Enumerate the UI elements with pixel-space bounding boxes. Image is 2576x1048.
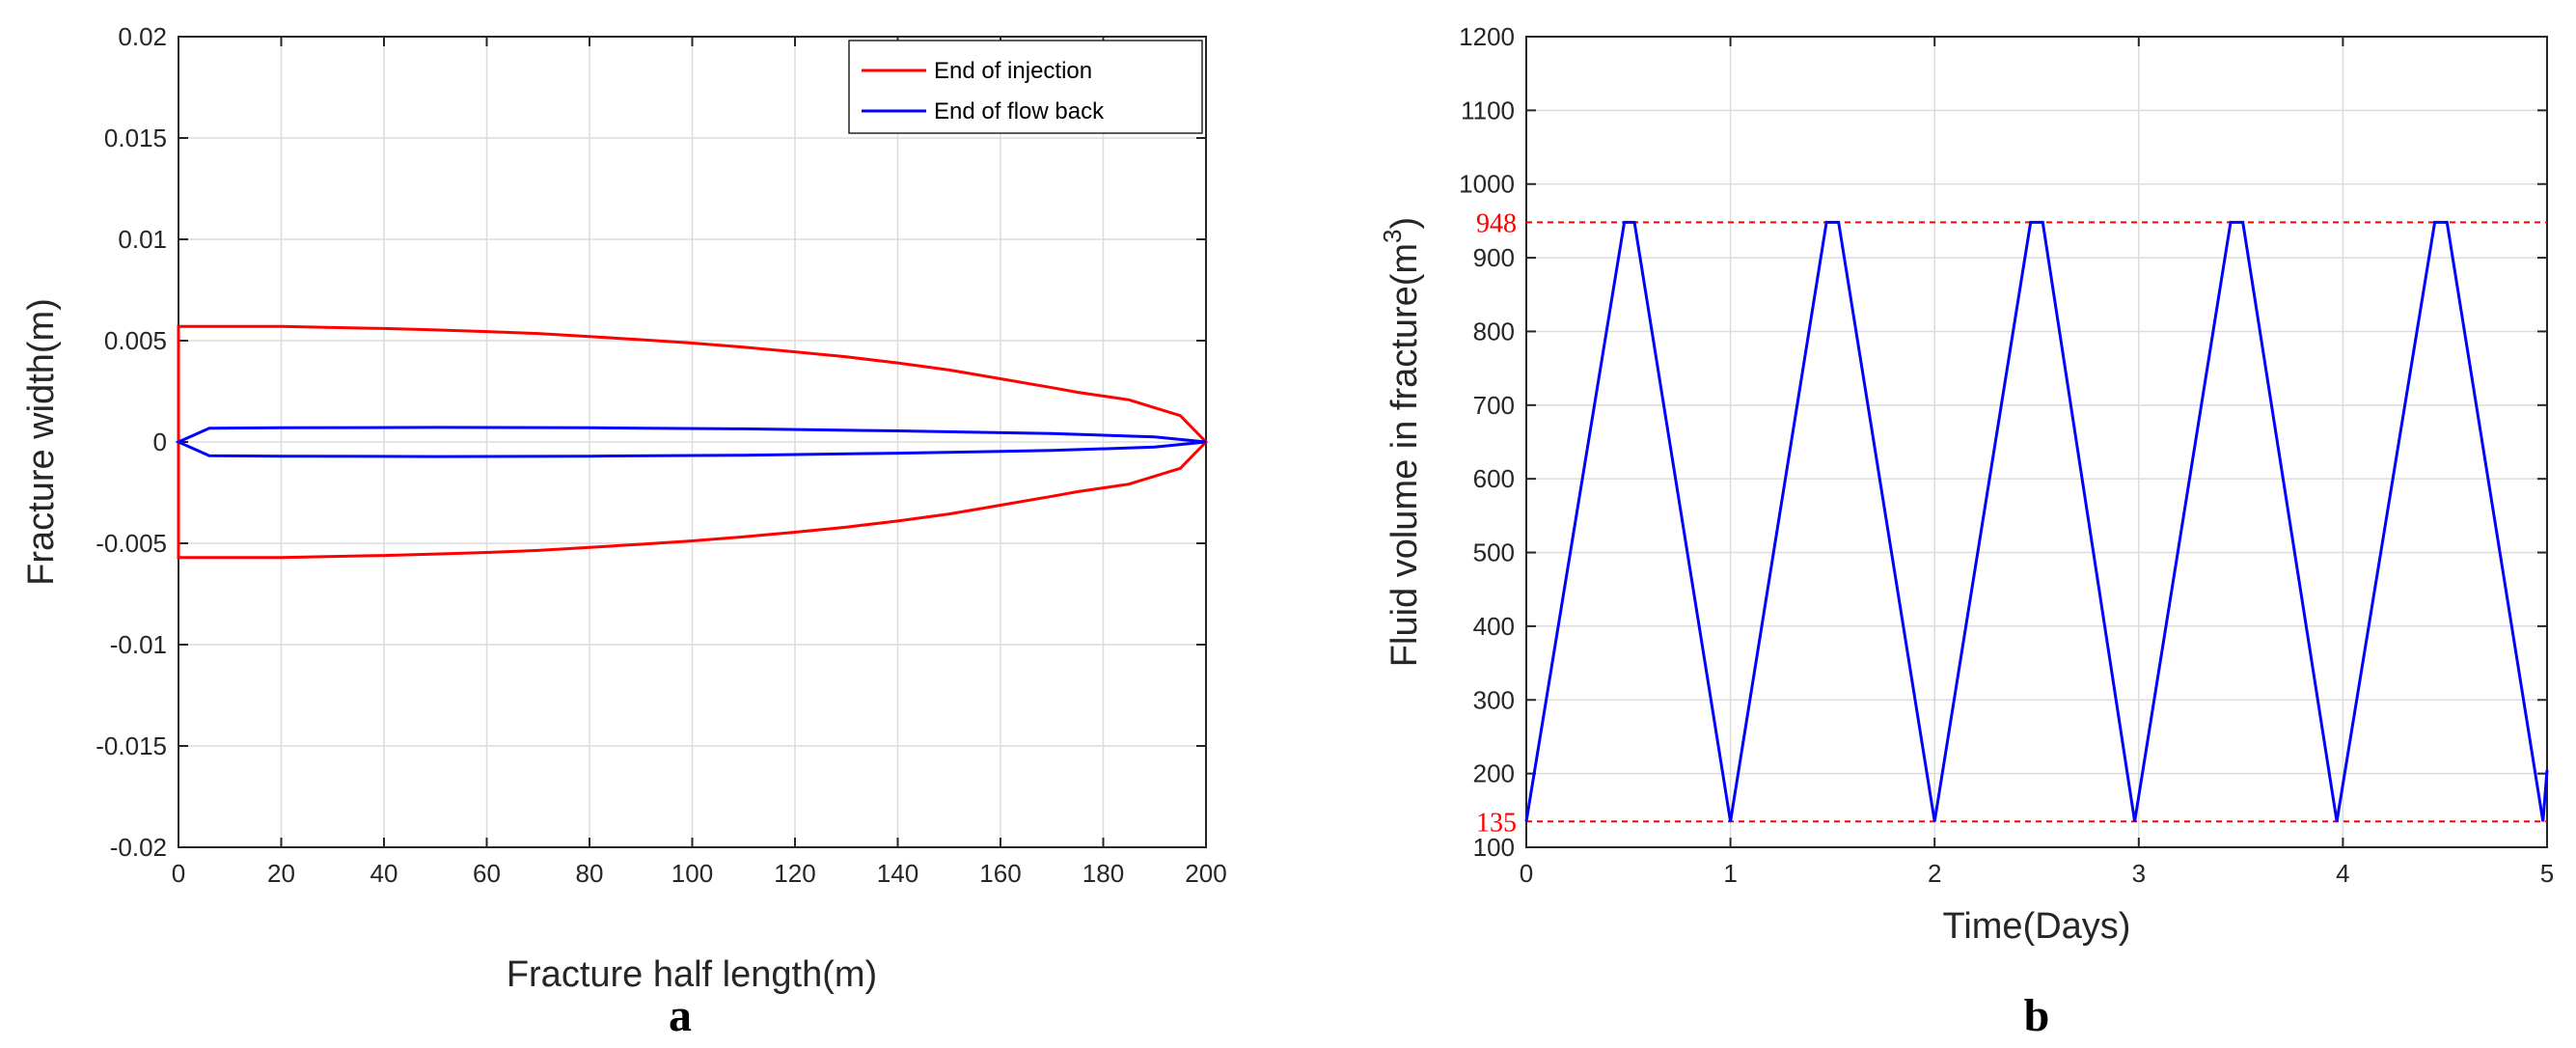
panel-b-ylabel-superscript: 3 [1378,229,1407,242]
tick-label-x: 0 [172,859,185,888]
panel-a-series [175,324,1209,560]
legend-box [848,40,1203,134]
tick-label-y: -0.01 [110,630,167,659]
panel-b-chart: 0 1 2 3 4 5 100 200 300 400 500 600 700 800 900 1000 110… [1378,22,2554,1041]
tick-label-y: -0.005 [96,529,167,558]
tick-label-x: 3 [2132,859,2146,888]
panel-b-plot-area [1525,36,2548,848]
tick-label-y: 900 [1473,243,1515,272]
tick-label-y: -0.02 [110,833,167,862]
tick-label-x: 100 [671,859,713,888]
tick-label-x: 200 [1185,859,1226,888]
panel-a-letter: a [669,990,692,1041]
tick-label-y: 0 [153,427,167,456]
tick-label-y: 1000 [1459,170,1515,199]
reference-label: 948 [1476,208,1517,238]
series-line-injection [177,324,1209,560]
panel-b-ylabel: Fluid volume in fracture(m3) [1378,217,1425,667]
reference-label: 135 [1476,808,1517,838]
panel-a-ylabel: Fracture width(m) [21,298,62,586]
tick-label-y: 300 [1473,685,1515,714]
tick-label-x: 120 [774,859,815,888]
tick-label-x: 5 [2540,859,2554,888]
tick-label-x: 4 [2336,859,2349,888]
legend-label-injection: End of injection [934,58,1092,84]
tick-label-x: 160 [979,859,1021,888]
tick-label-x: 2 [1928,859,1941,888]
tick-label-y: 600 [1473,464,1515,493]
tick-label-x: 20 [267,859,295,888]
panel-a-xlabel: Fracture half length(m) [507,954,877,995]
panel-b-ylabel-close: ) [1384,217,1425,230]
panel-a-grid [178,36,1207,848]
tick-label-y: 700 [1473,391,1515,420]
tick-label-x: 80 [576,859,604,888]
series-line-flowback [175,426,1207,458]
panel-b-xlabel: Time(Days) [1943,906,2131,947]
panel-a-legend: End of injection End of flow back [848,40,1203,134]
legend-label-flowback: End of flow back [934,98,1105,124]
panel-b-series [1524,220,2549,822]
tick-label-y: 1100 [1461,96,1515,124]
tick-label-y: 100 [1473,833,1515,862]
tick-label-y: 400 [1473,612,1515,641]
tick-label-y: 0.005 [104,326,167,355]
series-line-volume [1524,220,2549,822]
tick-label-y: -0.015 [96,731,167,760]
panel-a-ticks: 0 20 40 60 80 100 120 140 160 180 200 -0.02 -0.015 -0… [96,22,1226,888]
tick-label-y: 200 [1473,759,1515,788]
tick-label-y: 1200 [1459,22,1515,51]
panel-b-letter: b [2024,990,2050,1041]
tick-label-y: 0.02 [118,22,167,51]
tick-label-x: 1 [1723,859,1737,888]
tick-label-y: 500 [1473,538,1515,567]
panel-b-grid [1525,36,2548,848]
tick-label-x: 40 [370,859,398,888]
tick-label-y: 0.01 [118,225,167,254]
tick-label-x: 60 [473,859,501,888]
tick-label-x: 0 [1520,859,1533,888]
panel-b-ticks: 0 1 2 3 4 5 100 200 300 400 500 600 700 800 900 1000 110… [1459,22,2554,888]
tick-label-x: 180 [1082,859,1124,888]
tick-label-x: 140 [877,859,918,888]
tick-label-y: 0.015 [104,124,167,152]
panel-b-ylabel-main: Fluid volume in fracture(m [1384,243,1425,667]
panel-a-chart: 0 20 40 60 80 100 120 140 160 180 200 -0.02 -0.015 -0… [21,22,1227,1041]
tick-label-y: 800 [1473,317,1515,345]
